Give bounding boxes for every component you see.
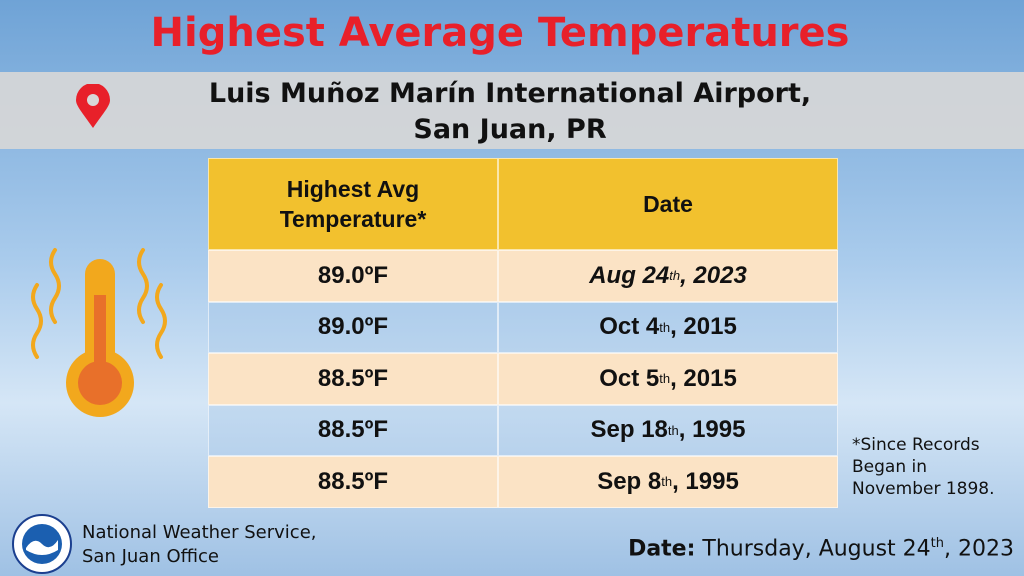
temperature: 88.5ºF xyxy=(317,416,389,444)
date-suffix: th xyxy=(667,422,679,438)
office-line: National Weather Service, xyxy=(82,522,317,543)
date-text: , 2023 xyxy=(944,536,1014,562)
date-text: Sep 18 xyxy=(590,416,668,444)
date-text: , 2015 xyxy=(670,364,737,392)
temperature: 88.5ºF xyxy=(317,364,389,392)
pin-icon xyxy=(76,84,110,128)
temperature-cell: 88.5ºF xyxy=(208,404,498,456)
date-text: , 2023 xyxy=(680,261,747,289)
office: National Weather Service, San Juan Offic… xyxy=(82,521,316,569)
date-suffix: th xyxy=(669,268,681,284)
location: Luis Muñoz Marín International Airport, … xyxy=(110,76,910,148)
temperature-cell: 88.5ºF xyxy=(208,353,498,405)
thermometer-icon xyxy=(31,248,167,417)
temperature: 89.0ºF xyxy=(317,313,389,341)
temperature-cell: 89.0ºF xyxy=(208,250,498,302)
date-suffix: th xyxy=(659,371,671,387)
header-text: Date xyxy=(643,191,693,217)
location-line: San Juan, PR xyxy=(413,114,607,145)
location-line: Luis Muñoz Marín International Airport, xyxy=(208,78,812,109)
date-suffix: th xyxy=(930,536,945,551)
temperature-cell: 89.0ºF xyxy=(208,301,498,353)
footer-date: Date: Thursday, August 24th, 2023 xyxy=(628,536,1014,561)
date-text: , 1995 xyxy=(672,467,739,495)
date-label: Date: xyxy=(628,536,696,562)
temperature: 88.5ºF xyxy=(317,467,389,495)
location-band xyxy=(0,72,1024,149)
date-text: Oct 4 xyxy=(599,313,660,341)
date-suffix: th xyxy=(659,319,671,335)
temperature-cell: 88.5ºF xyxy=(208,456,498,508)
header-cell: Highest Avg Temperature* xyxy=(208,158,498,250)
date-text: Sep 8 xyxy=(597,467,662,495)
date-text: , 1995 xyxy=(678,416,746,444)
header-text: Highest Avg Temperature* xyxy=(279,176,427,232)
date-suffix: th xyxy=(661,474,673,490)
date-text: Aug 24 xyxy=(589,261,670,289)
title: Highest Average Temperatures xyxy=(150,10,850,56)
date-text: Thursday, August 24 xyxy=(702,536,931,562)
nws-logo xyxy=(12,514,72,574)
date-text: , 2015 xyxy=(670,313,737,341)
header-cell: Date xyxy=(498,158,838,250)
temperature: 89.0ºF xyxy=(317,261,389,289)
note: *Since Records Began in November 1898. xyxy=(852,435,995,499)
office-line: San Juan Office xyxy=(82,546,220,567)
date-text: Oct 5 xyxy=(599,364,660,392)
